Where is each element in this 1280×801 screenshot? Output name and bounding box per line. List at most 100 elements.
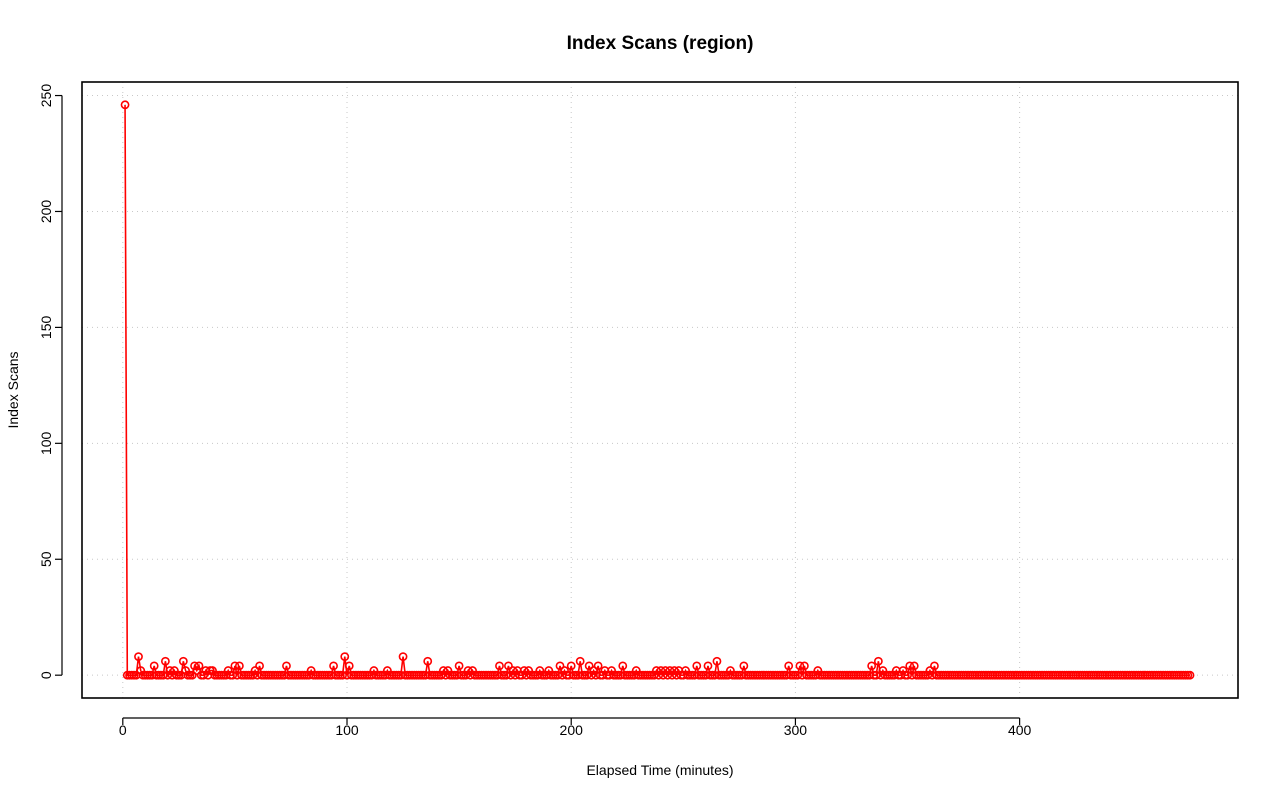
data-point bbox=[423, 656, 433, 666]
data-point bbox=[169, 666, 179, 675]
data-point bbox=[344, 661, 354, 671]
data-point bbox=[909, 661, 919, 671]
data-point bbox=[582, 670, 592, 680]
y-tick-label: 100 bbox=[38, 431, 54, 455]
data-point bbox=[187, 670, 197, 680]
data-point bbox=[165, 666, 175, 675]
data-point bbox=[454, 661, 464, 671]
data-point bbox=[194, 661, 204, 671]
data-point bbox=[681, 666, 690, 675]
data-point bbox=[255, 661, 264, 671]
data-point bbox=[793, 670, 803, 680]
data-point bbox=[340, 652, 350, 662]
data-point bbox=[923, 670, 933, 680]
data-point bbox=[192, 666, 202, 675]
data-point bbox=[501, 670, 511, 680]
data-point bbox=[873, 656, 883, 666]
data-point bbox=[930, 661, 939, 671]
data-point bbox=[669, 666, 679, 675]
data-point bbox=[199, 670, 208, 680]
data-point bbox=[663, 670, 673, 680]
data-point bbox=[555, 661, 565, 671]
data-point bbox=[813, 666, 823, 675]
data-point bbox=[228, 670, 238, 680]
data-point bbox=[607, 666, 616, 675]
data-point bbox=[463, 666, 473, 675]
axes-layer: 0 100 200 300 400 0 50 100 150 200 250 bbox=[38, 84, 1032, 738]
data-point bbox=[586, 670, 596, 680]
x-tick-label: 400 bbox=[1008, 722, 1032, 738]
data-point bbox=[181, 666, 190, 675]
data-point bbox=[925, 666, 935, 675]
data-point bbox=[618, 661, 628, 671]
data-point bbox=[306, 666, 316, 675]
y-tick-label: 150 bbox=[38, 316, 54, 340]
data-point bbox=[230, 661, 240, 671]
data-point bbox=[799, 661, 809, 671]
data-point bbox=[871, 670, 881, 680]
x-tick-label: 300 bbox=[784, 722, 808, 738]
data-point bbox=[461, 670, 471, 680]
data-point bbox=[739, 661, 749, 671]
data-point bbox=[878, 666, 888, 675]
data-point bbox=[560, 666, 569, 675]
data-point bbox=[1185, 670, 1195, 680]
y-axis-label: Index Scans bbox=[5, 351, 21, 428]
data-point bbox=[692, 661, 702, 671]
plot-frame bbox=[81, 81, 1239, 699]
data-point bbox=[654, 670, 664, 680]
data-point bbox=[134, 652, 143, 662]
data-point bbox=[439, 666, 448, 675]
data-point bbox=[519, 666, 529, 675]
data-point bbox=[660, 666, 670, 675]
data-point bbox=[250, 666, 260, 675]
data-point bbox=[553, 670, 563, 680]
data-point bbox=[795, 661, 805, 671]
data-point bbox=[517, 670, 527, 680]
data-point bbox=[867, 661, 877, 671]
data-point bbox=[160, 656, 170, 666]
data-point bbox=[382, 666, 392, 675]
data-point bbox=[495, 661, 504, 671]
x-axis-label: Elapsed Time (minutes) bbox=[586, 762, 733, 778]
y-tick-label: 200 bbox=[38, 200, 54, 224]
data-point bbox=[329, 661, 338, 671]
data-point bbox=[208, 666, 217, 675]
data-point bbox=[248, 670, 258, 680]
data-point bbox=[443, 666, 453, 675]
data-point bbox=[504, 661, 513, 671]
data-point bbox=[898, 666, 908, 675]
data-point bbox=[658, 670, 668, 680]
data-point bbox=[120, 100, 130, 110]
data-point bbox=[223, 666, 233, 675]
y-tick-label: 250 bbox=[38, 84, 54, 108]
data-point bbox=[468, 666, 477, 675]
data-point bbox=[712, 656, 722, 666]
y-tick-label: 50 bbox=[38, 551, 54, 567]
x-tick-label: 0 bbox=[119, 722, 127, 738]
data-point bbox=[149, 661, 159, 671]
chart-title: Index Scans (region) bbox=[567, 33, 754, 54]
data-point bbox=[436, 670, 446, 680]
data-point bbox=[136, 666, 146, 675]
data-point bbox=[524, 666, 534, 675]
data-point bbox=[190, 661, 199, 671]
data-point bbox=[667, 670, 677, 680]
series-layer bbox=[120, 100, 1195, 680]
data-point bbox=[282, 661, 291, 671]
data-point bbox=[158, 670, 168, 680]
data-point bbox=[649, 670, 659, 680]
data-point bbox=[544, 666, 554, 675]
data-point bbox=[589, 666, 599, 675]
data-point bbox=[703, 661, 713, 671]
data-point bbox=[593, 661, 603, 671]
data-point bbox=[631, 666, 641, 675]
data-point bbox=[656, 666, 666, 675]
x-tick-label: 100 bbox=[335, 722, 359, 738]
data-point bbox=[338, 670, 347, 680]
data-point bbox=[398, 652, 408, 662]
data-point bbox=[506, 670, 516, 680]
x-tick-label: 200 bbox=[560, 722, 584, 738]
